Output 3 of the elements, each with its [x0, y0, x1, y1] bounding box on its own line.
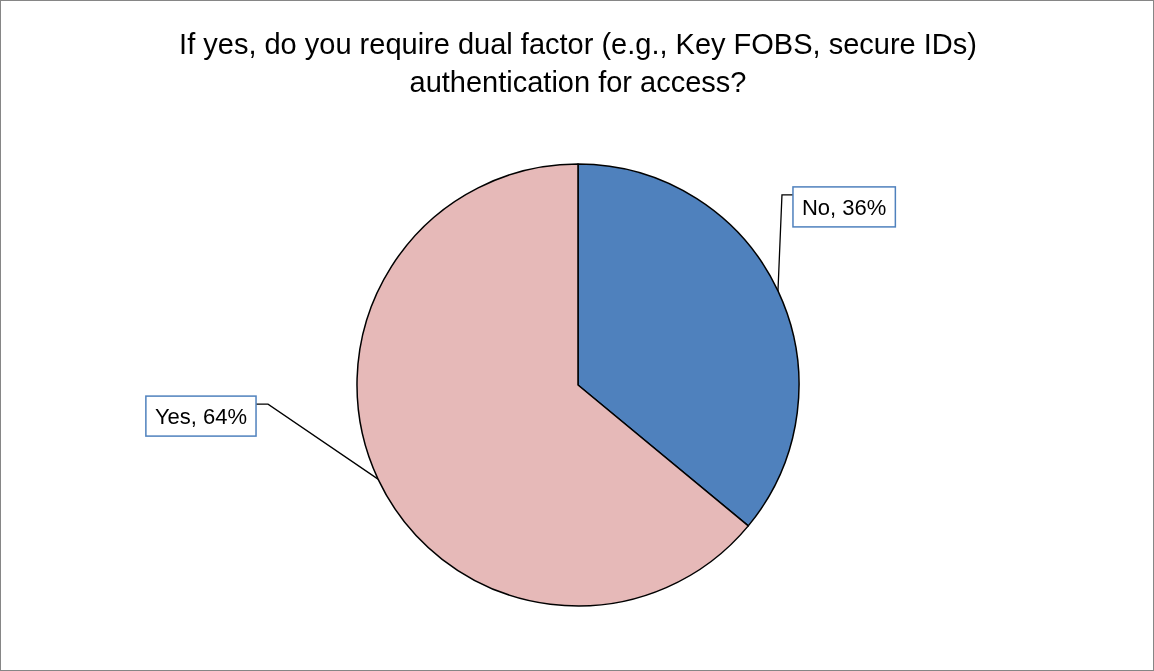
slice-label: Yes, 64% [154, 404, 248, 430]
slice-label: No, 36% [801, 194, 887, 220]
chart-title: If yes, do you require dual factor (e.g., Key FOBS, secure IDs) authentication for access? [179, 28, 977, 98]
